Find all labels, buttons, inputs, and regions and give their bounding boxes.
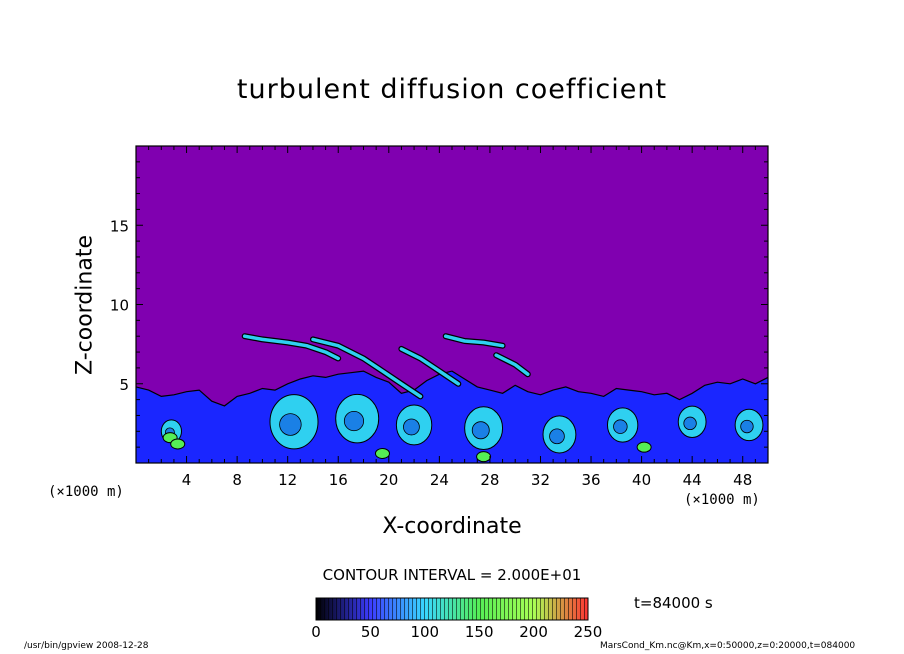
eddy-core <box>343 410 365 432</box>
y-tick-label: 15 <box>110 217 129 235</box>
boundary-layer-contour <box>136 370 768 407</box>
x-tick-label: 28 <box>480 471 499 489</box>
plot-area <box>136 146 768 463</box>
x-axis-unit: (×1000 m) <box>684 492 760 508</box>
x-tick-label: 16 <box>329 471 348 489</box>
high-value-spot <box>636 441 652 453</box>
eddy-core <box>740 419 754 434</box>
y-tick-label: 10 <box>110 297 129 315</box>
high-value-spot <box>170 438 186 450</box>
filament <box>443 334 505 348</box>
x-tick-label: 32 <box>531 471 550 489</box>
filament <box>242 334 340 361</box>
x-tick-label: 36 <box>581 471 600 489</box>
footer-right: MarsCond_Km.nc@Km,x=0:50000,z=0:20000,t=… <box>600 641 856 651</box>
colorbar-tick-label: 50 <box>361 623 380 641</box>
eddy-core <box>613 419 628 434</box>
eddy-core <box>279 413 302 436</box>
filament <box>399 347 461 386</box>
y-axis-unit: (×1000 m) <box>48 484 124 500</box>
eddy-core <box>471 421 490 440</box>
colorbar-tick-label: 150 <box>465 623 494 641</box>
x-tick-label: 48 <box>733 471 752 489</box>
x-tick-label: 4 <box>182 471 192 489</box>
time-label: t=84000 s <box>634 594 713 612</box>
eddy-core <box>683 416 697 431</box>
x-tick-label: 24 <box>430 471 449 489</box>
x-tick-label: 44 <box>683 471 702 489</box>
colorbar: 0 50 100 150 200 250 <box>311 597 603 641</box>
filament <box>494 353 530 376</box>
x-tick-label: 40 <box>632 471 651 489</box>
x-axis-label: X-coordinate <box>382 514 522 539</box>
filament <box>311 337 423 399</box>
high-value-spot <box>374 447 390 459</box>
x-tick-label: 20 <box>379 471 398 489</box>
colorbar-tick-label: 200 <box>519 623 548 641</box>
colorbar-tick-label: 0 <box>311 623 321 641</box>
eddy-core <box>549 428 565 445</box>
y-axis-label: Z-coordinate <box>72 235 98 375</box>
y-tick-label: 5 <box>119 376 129 394</box>
footer-left: /usr/bin/gpview 2008-12-28 <box>24 641 149 651</box>
chart-title: turbulent diffusion coefficient <box>236 74 668 105</box>
colorbar-tick-label: 100 <box>410 623 439 641</box>
colorbar-frame <box>315 597 589 621</box>
contour-interval-label: CONTOUR INTERVAL = 2.000E+01 <box>322 566 582 584</box>
x-tick-label: 12 <box>278 471 297 489</box>
colorbar-stripes <box>316 598 588 620</box>
x-tick-label: 8 <box>232 471 242 489</box>
eddy-core <box>403 418 420 436</box>
high-value-spot <box>476 451 492 463</box>
colorbar-tick-label: 250 <box>574 623 603 641</box>
